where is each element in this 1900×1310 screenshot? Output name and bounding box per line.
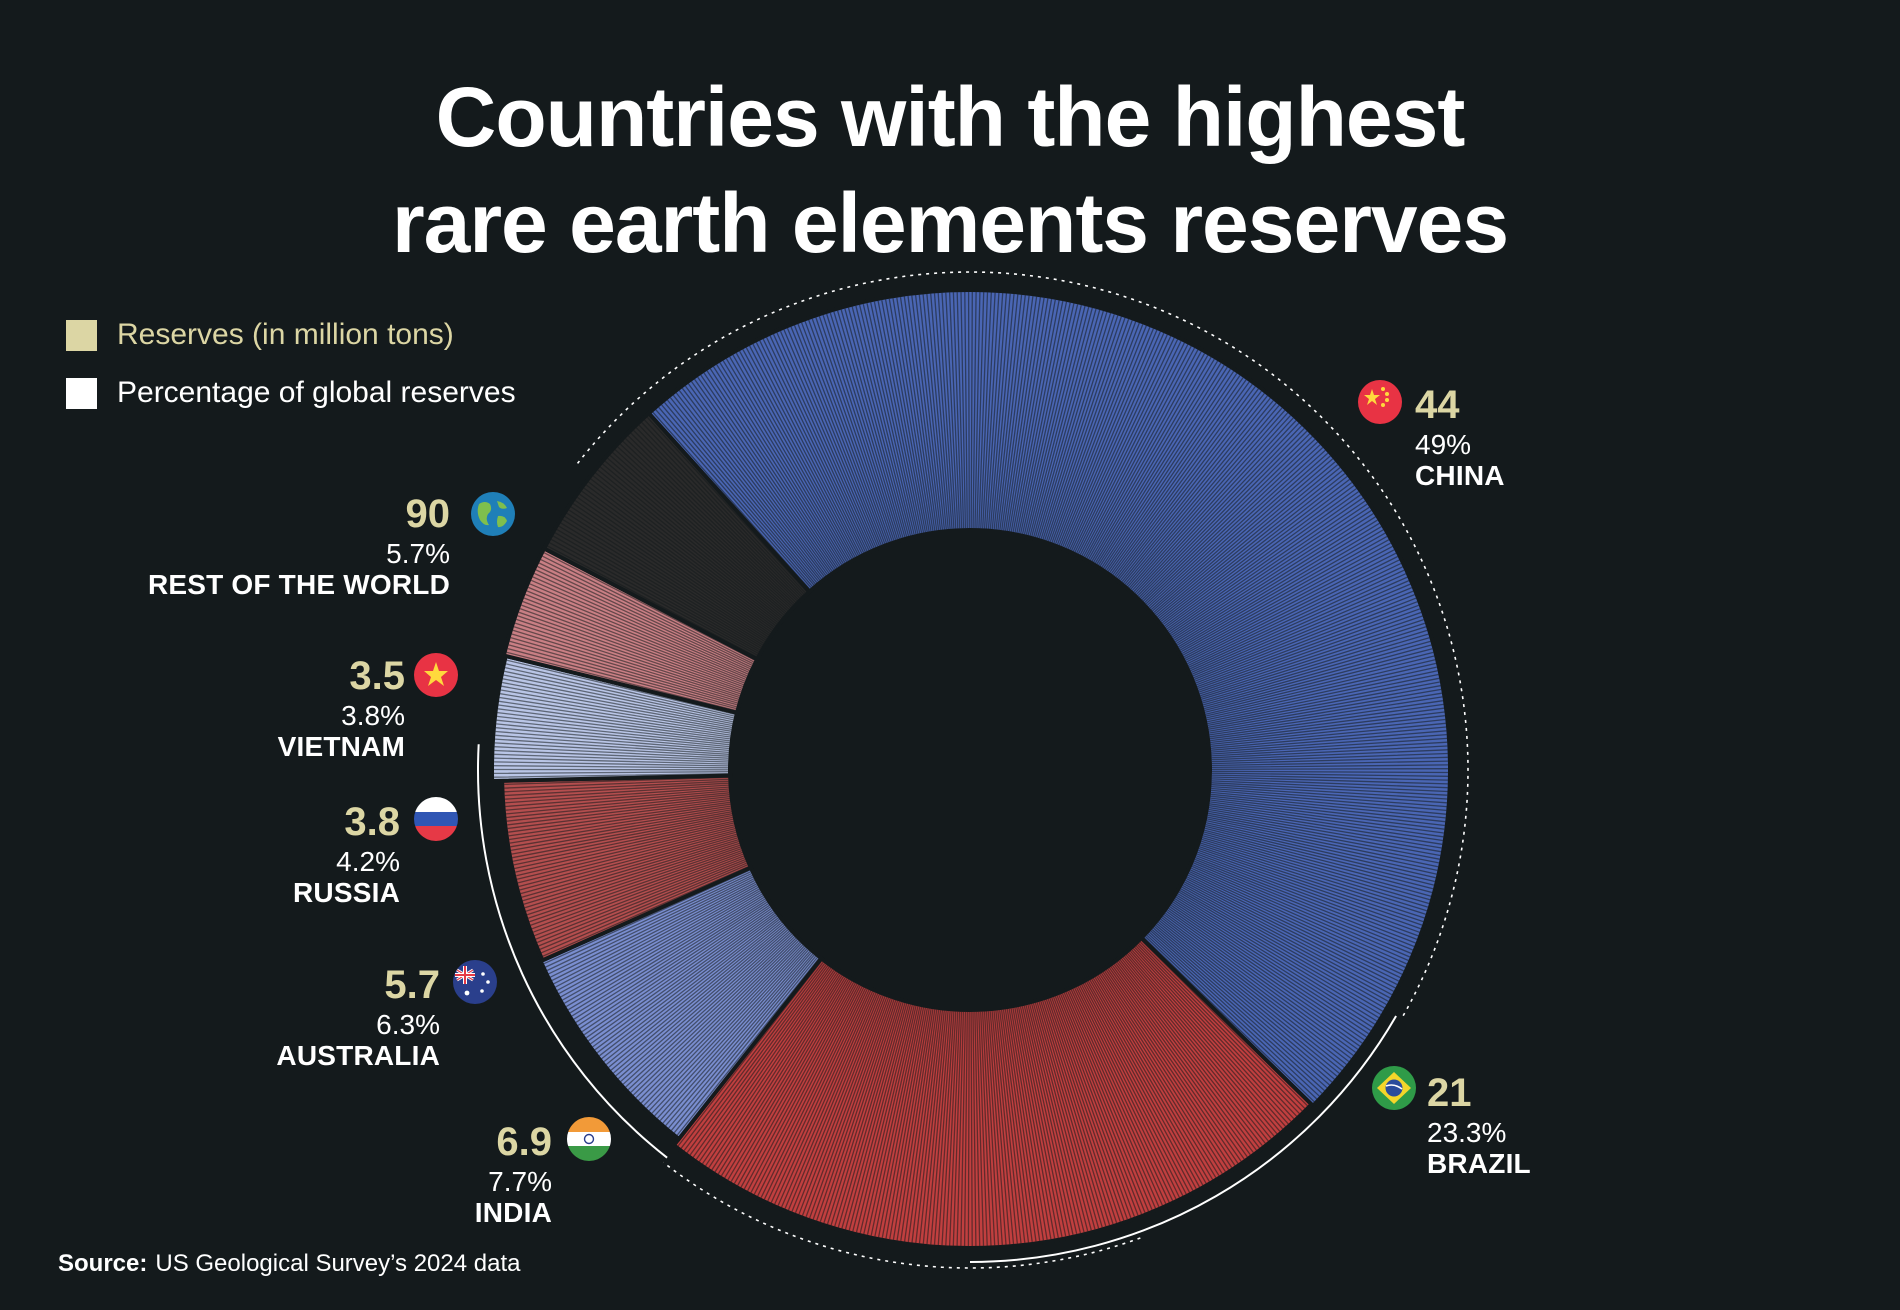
slice-india: [537, 864, 825, 1142]
value-australia: 5.7: [384, 963, 440, 1007]
donut-slices: [490, 287, 1452, 1250]
russia-flag-icon: [414, 797, 458, 841]
label-russia: 3.8 4.2% RUSSIA: [200, 802, 400, 907]
pct-rest-of-world: 5.7%: [386, 538, 450, 569]
slice-rest-of-world: [541, 410, 813, 662]
label-australia: 5.7 6.3% AUSTRALIA: [240, 965, 440, 1070]
pct-india: 7.7%: [488, 1166, 552, 1197]
slice-hatch-vietnam: [506, 552, 755, 712]
outer-arc-solid-bottom: [969, 1015, 1397, 1263]
value-vietnam: 3.5: [349, 654, 405, 698]
legend-label-reserves: Reserves (in million tons): [117, 318, 454, 351]
country-vietnam: VIETNAM: [277, 731, 405, 762]
slice-hatch-russia: [493, 659, 735, 778]
value-rest-of-world: 90: [405, 492, 451, 536]
legend-item-reserves: Reserves (in million tons): [66, 306, 516, 364]
value-china: 44: [1415, 383, 1460, 427]
india-flag-icon: [567, 1117, 611, 1161]
legend-label-percentage: Percentage of global reserves: [117, 376, 516, 409]
pct-brazil: 23.3%: [1427, 1117, 1507, 1148]
source-label: Source:: [58, 1250, 148, 1277]
globe-icon: [471, 492, 515, 536]
legend-swatch-percentage: [66, 377, 97, 409]
chart-title-line-2: rare earth elements reserves: [391, 176, 1509, 270]
chart-title-line-1: Countries with the highest: [435, 70, 1466, 164]
brazil-flag-icon: [1372, 1066, 1416, 1110]
outer-arc-dashed-right: [576, 271, 1469, 1020]
country-brazil: BRAZIL: [1427, 1148, 1531, 1179]
slice-brazil: [671, 935, 1315, 1250]
slice-hatch-brazil: [677, 940, 1308, 1247]
value-brazil: 21: [1427, 1071, 1472, 1115]
outer-arc-solid-left: [477, 744, 668, 1159]
value-india: 6.9: [496, 1120, 552, 1164]
label-india: 6.9 7.7% INDIA: [352, 1122, 552, 1227]
australia-flag-icon: [453, 960, 497, 1004]
slice-hatch-india: [543, 869, 820, 1136]
slice-hatch-china: [652, 291, 1449, 1103]
legend-swatch-reserves: [66, 319, 97, 351]
country-rest-of-world: REST OF THE WORLD: [147, 569, 450, 600]
slice-hatch-rest-of-world: [547, 416, 808, 658]
country-australia: AUSTRALIA: [276, 1040, 440, 1071]
country-india: INDIA: [474, 1197, 552, 1228]
vietnam-flag-icon: [414, 653, 458, 697]
legend: Reserves (in million tons) Percentage of…: [66, 306, 516, 422]
slice-hatch-australia: [504, 776, 749, 957]
chart-title: Countries with the highest rare earth el…: [0, 64, 1900, 276]
pct-china: 49%: [1415, 429, 1472, 460]
label-rest-of-world: 90 5.7% REST OF THE WORLD: [100, 494, 450, 599]
country-china: CHINA: [1415, 460, 1505, 491]
pct-australia: 6.3%: [376, 1009, 440, 1040]
legend-item-percentage: Percentage of global reserves: [66, 364, 516, 422]
source-text: US Geological Survey’s 2024 data: [155, 1250, 521, 1277]
country-russia: RUSSIA: [293, 877, 400, 908]
slice-china: [645, 287, 1452, 1109]
china-flag-icon: [1358, 380, 1402, 424]
source-note: Source: US Geological Survey’s 2024 data: [58, 1250, 520, 1278]
label-china: 44 49% CHINA: [1415, 385, 1505, 490]
label-vietnam: 3.5 3.8% VIETNAM: [205, 656, 405, 761]
pct-vietnam: 3.8%: [341, 700, 405, 731]
donut-arcs: [477, 271, 1469, 1269]
label-brazil: 21 23.3% BRAZIL: [1427, 1073, 1531, 1178]
value-russia: 3.8: [344, 800, 400, 844]
pct-russia: 4.2%: [336, 846, 400, 877]
outer-arc-dashed-bottom: [662, 1161, 1141, 1269]
